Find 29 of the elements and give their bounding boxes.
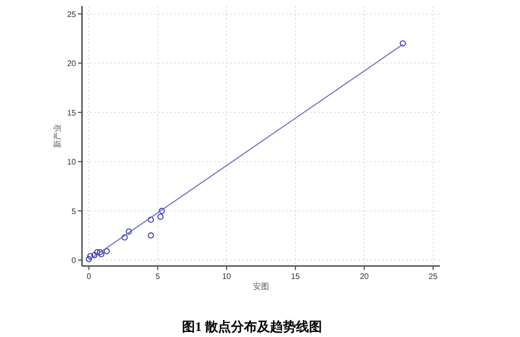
point	[126, 228, 132, 235]
text: 图1 散点分布及趋势线图	[182, 319, 322, 334]
point	[104, 248, 110, 254]
point	[96, 249, 103, 256]
point	[158, 208, 165, 214]
y-tick-label: 25	[67, 10, 77, 19]
point	[86, 256, 92, 262]
y-tick-label: 5	[72, 206, 77, 216]
x-tick-label: 25	[428, 272, 438, 281]
x-tick-label: 15	[290, 272, 300, 281]
x-tick-label: 0	[86, 272, 92, 281]
y-tick-label: 0	[72, 256, 77, 266]
point	[157, 214, 164, 220]
point	[148, 232, 154, 239]
y-axis-title: 新产业	[53, 124, 62, 148]
point	[87, 253, 94, 260]
point	[94, 249, 100, 256]
y-tick-label: 20	[67, 59, 77, 68]
point	[148, 216, 154, 223]
point	[98, 251, 104, 258]
x-axis-title: 安图	[253, 282, 269, 291]
point	[91, 252, 98, 258]
y-tick-label: 10	[67, 158, 77, 167]
x-tick-label: 5	[156, 272, 161, 281]
y-tick-label: 15	[67, 108, 77, 118]
x-tick-label: 10	[222, 272, 232, 281]
point	[400, 40, 406, 46]
point	[122, 234, 128, 240]
x-tick-label: 20	[360, 272, 370, 281]
